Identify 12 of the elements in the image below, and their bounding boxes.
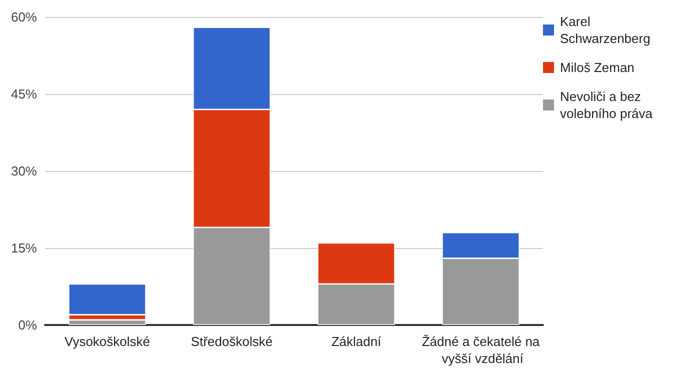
y-tick-label: 45%: [10, 86, 38, 102]
legend-label: Nevoliči a bez volebního práva: [560, 89, 654, 121]
x-tick-label: Středoškolské: [190, 334, 273, 349]
x-tick-label: Vysokoškolské: [64, 334, 150, 349]
y-tick-label: 0%: [18, 318, 38, 332]
x-tick-label: Základní: [331, 334, 382, 349]
y-tick-label: 30%: [10, 164, 38, 178]
x-tick-label: Žádné a čekatelé na vyšší vzdělání: [422, 334, 540, 366]
y-tick-label: 60%: [10, 10, 38, 24]
legend-label: Karel Schwarzenberg: [560, 14, 650, 46]
y-tick-label: 15%: [10, 240, 38, 256]
legend-label: Miloš Zeman: [560, 60, 634, 75]
